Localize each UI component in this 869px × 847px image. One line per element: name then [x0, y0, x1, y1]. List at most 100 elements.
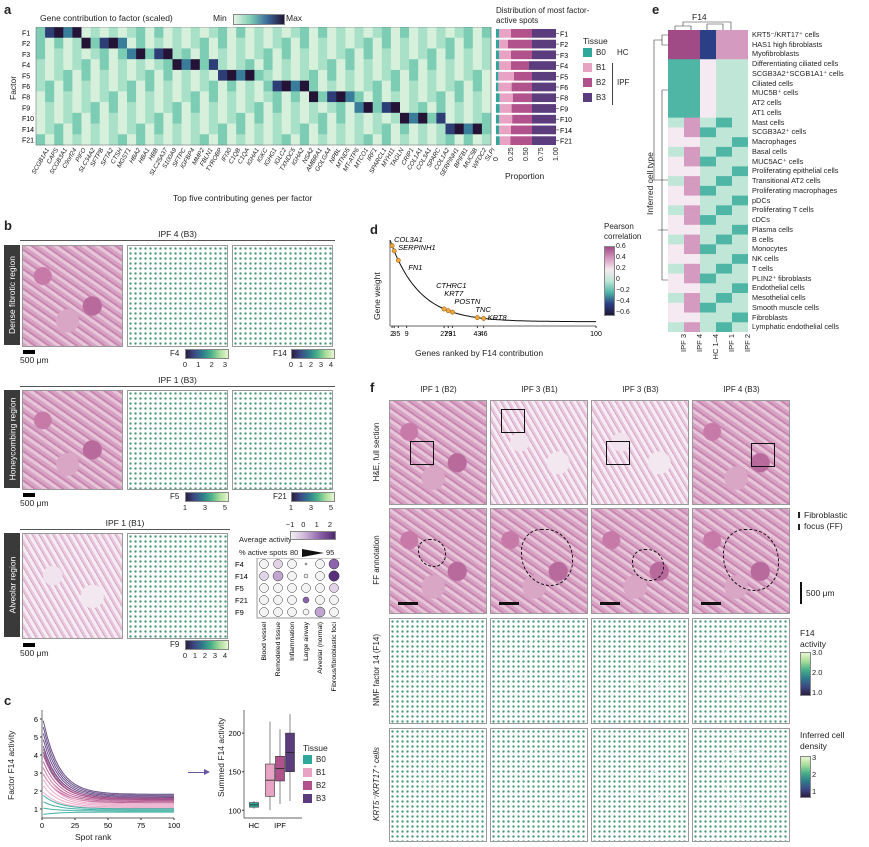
dot-row-label: F9 [235, 608, 244, 617]
b-row3-title: IPF 1 (B1) [105, 518, 145, 528]
prop-factor-label: F1 [560, 31, 568, 38]
f-col-title: IPF 3 (B1) [521, 385, 558, 394]
pearson-cell [716, 137, 733, 148]
b-f5-cb-name: F5 [170, 492, 180, 501]
prop-seg [532, 29, 556, 38]
ff-outline [521, 529, 573, 586]
heat-cell [263, 134, 273, 146]
heat-cell [218, 27, 228, 39]
heat-cell [54, 91, 64, 103]
zoom-box [410, 441, 434, 465]
pearson-tick: −0.2 [616, 287, 630, 294]
heat-cell [136, 80, 146, 92]
panel-c-ylabel: Factor F14 activity [6, 730, 16, 800]
cb-tick: 5 [222, 503, 228, 512]
pearson-cell [732, 224, 748, 235]
heat-cell [445, 80, 455, 92]
prop-seg [499, 29, 511, 38]
dot-mark [328, 570, 340, 582]
pearson-cell [732, 273, 748, 284]
heat-cell [154, 37, 164, 49]
panel-scalebar [398, 602, 418, 605]
heat-cell [390, 112, 401, 124]
cell-density-title: Inferred cell density [800, 730, 845, 751]
pearson-cell [668, 293, 685, 304]
pearson-cell [668, 156, 685, 167]
heat-cell [199, 48, 210, 60]
f-row-label: NMF factor 14 (F14) [372, 633, 381, 707]
heat-cell [454, 102, 464, 114]
heat-cell [127, 59, 137, 71]
dot-mark [315, 571, 325, 581]
prop-seg [532, 82, 556, 92]
heat-cell [163, 59, 173, 71]
pearson-cell [700, 68, 717, 80]
heat-cell [72, 102, 82, 114]
heat-cell [336, 37, 346, 49]
heat-cell [381, 123, 392, 135]
heat-cell [263, 112, 273, 124]
heat-cell [427, 102, 437, 114]
heat-cell [263, 123, 273, 135]
heat-cell [327, 102, 337, 114]
heat-cell [327, 134, 337, 146]
heat-cell [381, 134, 392, 146]
dot-mark [329, 583, 339, 593]
y-tick-label: 4 [34, 751, 38, 760]
heat-cell [436, 91, 446, 103]
dot-mark [302, 596, 310, 604]
pearson-cell [684, 234, 701, 245]
panel-c-label: c [4, 693, 12, 708]
panel-d-xlabel: Genes ranked by F14 contribution [415, 348, 544, 358]
dendro-left-path [650, 34, 668, 281]
prop-factor-label: F3 [560, 53, 568, 60]
heat-cell [336, 27, 346, 39]
heat-cell [208, 123, 219, 135]
heat-cell [163, 80, 173, 92]
heat-cell [36, 102, 46, 114]
heat-cell [145, 69, 155, 81]
gene-label: TNC [475, 305, 491, 314]
factor-label: F4 [22, 63, 30, 70]
heat-cell [63, 27, 73, 39]
heat-cell [418, 80, 428, 92]
heat-cell [72, 123, 82, 135]
prop-seg [529, 61, 556, 70]
f-column-titles: IPF 1 (B2) IPF 3 (B1) IPF 3 (B3) IPF 4 (B3) [388, 385, 792, 399]
heat-cell [181, 59, 191, 71]
heat-cell [327, 112, 337, 124]
heat-cell [54, 102, 64, 114]
dot-mark [304, 562, 308, 566]
x-tick-label: 43 [473, 331, 481, 338]
heat-cell [136, 59, 146, 71]
prop-seg [498, 82, 512, 92]
heat-cell [108, 134, 119, 146]
heat-cell [436, 27, 446, 39]
cb-tick: 3 [308, 503, 314, 512]
heat-cell [363, 91, 373, 103]
pearson-cell [716, 68, 733, 80]
heat-cell [90, 123, 100, 135]
pearson-cell [668, 185, 685, 196]
heat-cell [281, 27, 292, 39]
x-tick-label: 3 [392, 331, 396, 338]
dot-row-label: F14 [235, 572, 248, 581]
gene-point [395, 257, 401, 263]
b-row2-scalebar [23, 493, 35, 497]
heat-cell [63, 102, 73, 114]
heat-cell [354, 80, 364, 92]
heat-cell [145, 134, 155, 146]
zoom-box [751, 443, 775, 467]
heat-cell [400, 80, 410, 92]
pearson-cell [716, 30, 733, 41]
heat-cell [263, 80, 273, 92]
heat-cell [345, 134, 355, 146]
pearson-cell [732, 146, 748, 157]
heat-cell [190, 102, 201, 114]
f-image-r3-c2 [490, 618, 588, 724]
avg-activity-colorbar [290, 531, 336, 540]
panel-f-label: f [370, 380, 375, 395]
pearson-cell [732, 185, 748, 196]
e-col-label: IPF 4 [695, 334, 704, 352]
pearson-cell [716, 205, 733, 216]
